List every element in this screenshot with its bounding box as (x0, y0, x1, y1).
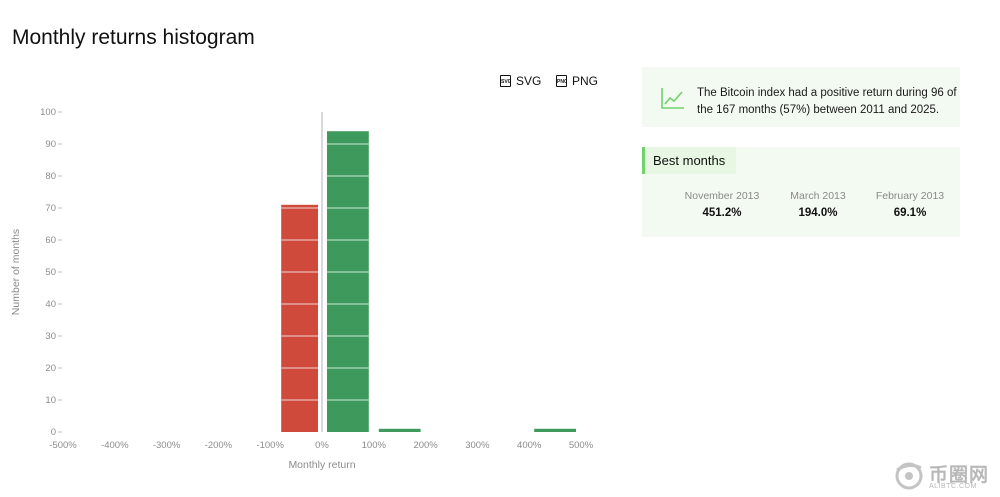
y-tick-label: 30 (45, 331, 56, 342)
best-months-card: Best months November 2013 451.2% March 2… (642, 147, 960, 237)
best-months-header: Best months (642, 147, 736, 174)
histogram-chart: 0 10 20 30 40 50 60 70 80 90 100 -500% -400% -300% -2… (10, 107, 594, 471)
best-month-item: November 2013 451.2% (672, 190, 772, 219)
x-axis: -500% -400% -300% -200% -100% 0% 100% 200% 300% 4… (49, 440, 593, 451)
histogram-bar[interactable] (281, 204, 318, 432)
trend-line-icon (661, 88, 684, 109)
logo-icon (895, 462, 923, 490)
png-file-icon: PNG (556, 75, 567, 87)
best-month-item: February 2013 69.1% (860, 190, 960, 219)
x-tick-label: 400% (517, 440, 542, 451)
y-tick-label: 90 (45, 139, 56, 150)
y-tick-label: 10 (45, 395, 56, 406)
y-tick-label: 50 (45, 267, 56, 278)
x-tick-label: 200% (413, 440, 438, 451)
y-tick-label: 100 (40, 107, 56, 118)
y-tick-label: 20 (45, 363, 56, 374)
best-month-label: March 2013 (790, 190, 846, 202)
watermark-text: 币圈网 (929, 465, 990, 486)
x-tick-label: 0% (315, 440, 329, 451)
best-month-value: 69.1% (893, 207, 927, 219)
export-png-label: PNG (572, 74, 599, 88)
x-tick-label: 500% (569, 440, 594, 451)
x-tick-label: 100% (362, 440, 387, 451)
histogram-bar[interactable] (327, 131, 369, 432)
x-tick-label: 300% (465, 440, 490, 451)
info-text: The Bitcoin index had a positive return … (697, 87, 957, 116)
y-axis-title: Number of months (10, 229, 22, 315)
x-tick-label: -200% (205, 440, 233, 451)
y-axis: 0 10 20 30 40 50 60 70 80 90 100 (40, 107, 62, 438)
y-tick-label: 70 (45, 203, 56, 214)
svg-file-icon: SVG (500, 75, 511, 87)
histogram-bar[interactable] (378, 428, 421, 432)
watermark-logo: 币圈网 ALIBTC.COM (893, 458, 997, 494)
x-tick-label: -500% (49, 440, 77, 451)
histogram-bar[interactable] (534, 428, 576, 432)
x-tick-label: -400% (101, 440, 129, 451)
y-tick-label: 0 (51, 427, 56, 438)
export-svg-label: SVG (516, 74, 542, 88)
page-title: Monthly returns histogram (12, 26, 255, 49)
y-tick-label: 80 (45, 171, 56, 182)
watermark-subtext: ALIBTC.COM (929, 483, 977, 490)
x-tick-label: -100% (256, 440, 284, 451)
x-axis-title: Monthly return (288, 459, 355, 471)
y-tick-label: 40 (45, 299, 56, 310)
x-tick-label: -300% (153, 440, 181, 451)
best-month-value: 194.0% (798, 207, 838, 219)
best-month-item: March 2013 194.0% (768, 190, 868, 219)
bars (281, 131, 576, 432)
info-card: The Bitcoin index had a positive return … (642, 67, 960, 127)
best-month-label: February 2013 (875, 190, 945, 202)
best-month-value: 451.2% (702, 207, 742, 219)
best-month-label: November 2013 (684, 190, 760, 202)
export-png-button[interactable]: PNG PNG (556, 72, 598, 90)
y-tick-label: 60 (45, 235, 56, 246)
best-months-title: Best months (653, 153, 726, 168)
export-svg-button[interactable]: SVG SVG (500, 72, 541, 90)
